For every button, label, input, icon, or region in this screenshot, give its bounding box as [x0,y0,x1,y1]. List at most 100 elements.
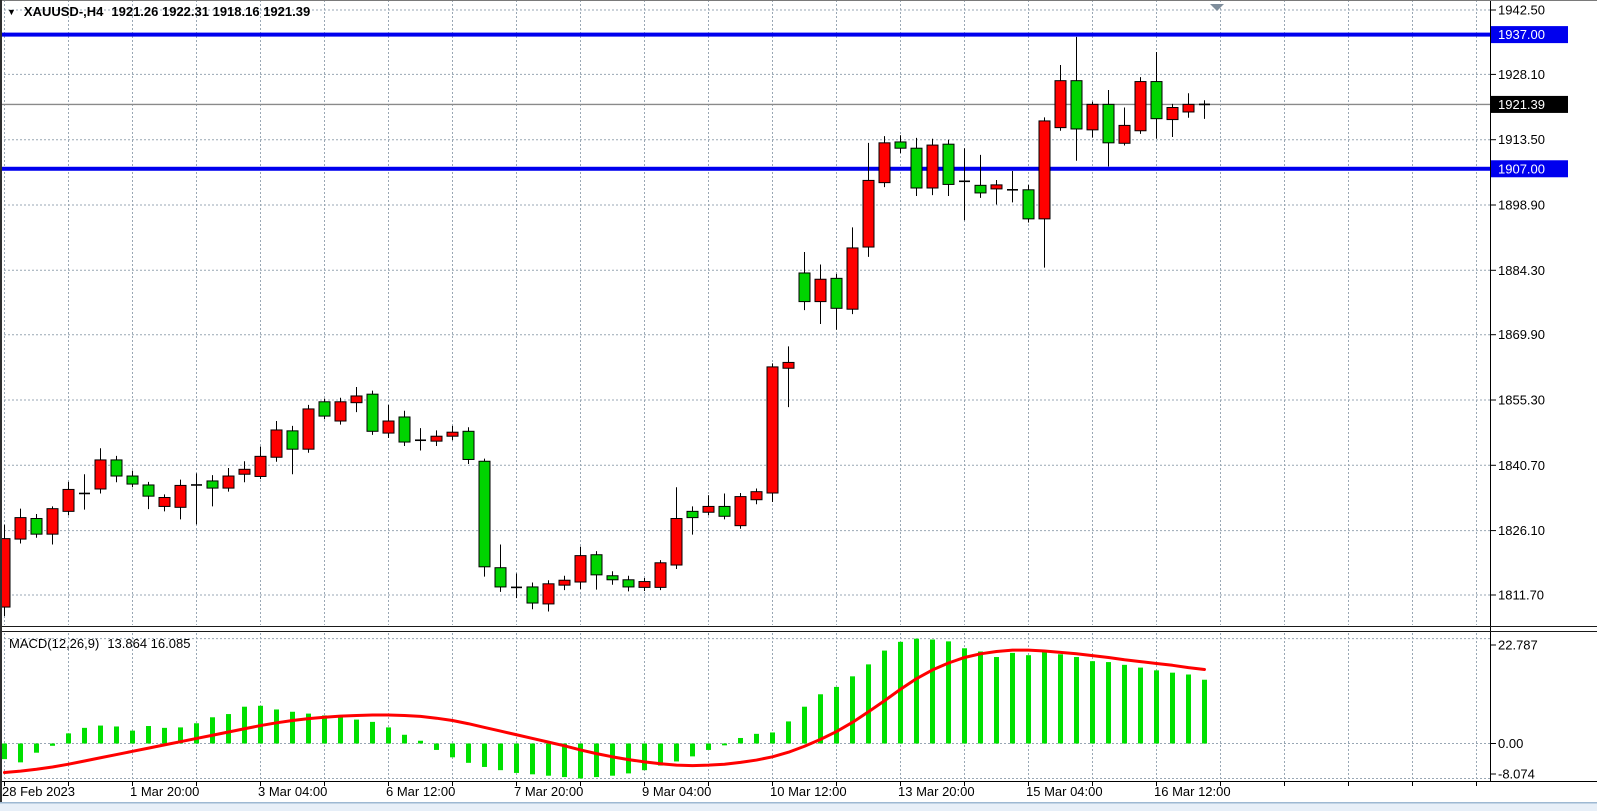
bull-candle-body[interactable] [926,144,939,189]
bear-candle-body[interactable] [1022,189,1035,220]
time-tick-label: 9 Mar 04:00 [642,784,711,799]
bull-candle-body[interactable] [654,562,667,588]
bear-candle-body[interactable] [318,401,331,417]
bear-candle-body[interactable] [398,416,411,443]
bear-candle-body[interactable] [462,430,475,460]
bull-candle-body[interactable] [1182,103,1195,113]
macd-values-label: 13.864 16.085 [107,636,191,651]
bear-candle-body[interactable] [478,460,491,568]
bull-candle-body[interactable] [734,496,747,527]
bull-candle-body[interactable] [446,431,459,437]
bear-candle-body[interactable] [798,272,811,303]
macd-histogram-bar [546,743,551,776]
bear-candle-body[interactable] [286,430,299,450]
bull-candle-body[interactable] [46,508,59,535]
bull-candle-body[interactable] [670,518,683,566]
bull-candle-body[interactable] [814,278,827,303]
bull-candle-body[interactable] [94,459,107,490]
price-hline[interactable] [0,32,1490,37]
bear-candle-body[interactable] [1150,81,1163,120]
time-tick-label: 3 Mar 04:00 [258,784,327,799]
bull-candle-body[interactable] [558,579,571,586]
macd-axis[interactable]: 22.787 0.00 -8.074 [1490,638,1538,782]
macd-histogram-bar [738,737,743,744]
bull-candle-body[interactable] [1038,120,1051,220]
bull-candle-body[interactable] [1054,80,1067,129]
bull-candle-body[interactable] [862,179,875,248]
symbol-period-label: XAUUSD-,H4 [23,4,104,19]
macd-histogram-bar [338,716,343,744]
macd-histogram-bar [1170,672,1175,744]
bull-candle-body[interactable] [430,435,443,442]
bull-candle-body[interactable] [766,366,779,494]
bull-candle-body[interactable] [990,184,1003,190]
bear-candle-body[interactable] [606,575,619,581]
bear-candle-body[interactable] [494,567,507,588]
bull-candle-body[interactable] [574,555,587,583]
bull-candle-body[interactable] [846,247,859,310]
bear-candle-body[interactable] [686,510,699,519]
bear-candle-body[interactable] [526,586,539,604]
window-top-edge [0,0,1597,1]
bear-candle-body[interactable] [142,484,155,497]
bull-candle-body[interactable] [222,475,235,489]
bear-candle-body[interactable] [622,579,635,588]
bear-candle-body[interactable] [910,147,923,189]
price-tick-label: 1898.90 [1498,198,1545,213]
bull-candle-body[interactable] [0,538,11,608]
current-price-badge [1491,95,1568,113]
bull-candle-body[interactable] [750,491,763,501]
bull-candle-body[interactable] [334,401,347,422]
price-axis[interactable]: 1942.50 1928.10 1913.50 1898.90 1884.30 1869.… [1490,3,1568,603]
price-hline[interactable] [0,166,1490,171]
bull-candle-body[interactable] [238,468,251,475]
bear-candle-body[interactable] [590,554,603,576]
bear-candle-body[interactable] [974,184,987,194]
bull-candle-body[interactable] [1166,107,1179,121]
price-tick-label: 1884.30 [1498,263,1545,278]
bear-candle-body[interactable] [894,141,907,149]
horizontal-line-objects[interactable] [0,32,1490,171]
macd-name-label: MACD(12,26,9) [9,636,100,651]
bear-candle-body[interactable] [30,518,43,535]
bull-candle-body[interactable] [1086,103,1099,131]
bull-candle-body[interactable] [350,395,363,404]
bull-candle-body[interactable] [542,583,555,605]
chart-shift-marker-icon[interactable] [1210,4,1224,11]
ohlc-values-label: 1921.26 1922.31 1918.16 1921.39 [111,4,311,19]
bull-candle-body[interactable] [1118,124,1131,144]
bear-candle-body[interactable] [110,459,123,477]
bear-candle-body[interactable] [942,143,955,185]
macd-histogram-bar [930,639,935,744]
bull-candle-body[interactable] [382,420,395,434]
macd-histogram-bar [50,743,55,746]
bull-candle-body[interactable] [782,361,795,369]
bull-candle-body[interactable] [270,429,283,458]
bull-candle-body[interactable] [638,581,651,588]
time-axis[interactable]: 28 Feb 2023 1 Mar 20:00 3 Mar 04:00 6 Mar 1… [2,781,1477,799]
bull-candle-body[interactable] [158,496,171,507]
bear-candle-body[interactable] [830,277,843,309]
bear-candle-body[interactable] [366,393,379,432]
symbol-dropdown-icon[interactable]: ▼ [7,7,16,17]
macd-histogram-bar [322,715,327,744]
candlesticks[interactable] [0,36,1210,617]
bear-candle-body[interactable] [126,475,139,485]
bull-candle-body[interactable] [1134,81,1147,132]
macd-histogram-bar [610,743,615,776]
bear-candle-body[interactable] [718,505,731,517]
macd-indicator[interactable] [2,638,1207,779]
bear-candle-body[interactable] [1102,103,1115,144]
bear-candle-body[interactable] [206,480,219,489]
bull-candle-body[interactable] [14,517,27,540]
bull-candle-body[interactable] [174,484,187,508]
bear-candle-body[interactable] [1070,80,1083,130]
bull-candle-body[interactable] [878,142,891,184]
bull-candle-body[interactable] [62,488,75,512]
bull-candle-body[interactable] [254,455,267,477]
macd-signal-line [3,648,1206,774]
bull-candle-body[interactable] [702,505,715,513]
bull-candle-body[interactable] [302,408,315,450]
macd-grid [0,633,1490,780]
